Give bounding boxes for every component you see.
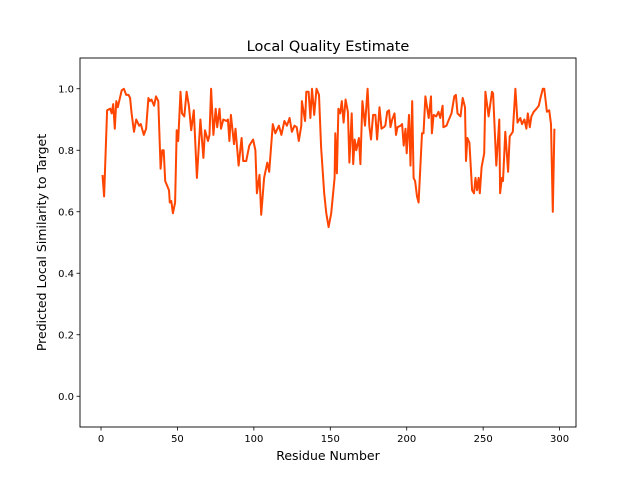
y-tick-label: 0.2 xyxy=(58,330,74,341)
x-tick-label: 150 xyxy=(321,434,340,445)
x-tick-label: 200 xyxy=(397,434,416,445)
y-tick-label: 1.0 xyxy=(58,84,74,95)
x-tick-label: 300 xyxy=(550,434,569,445)
y-axis-ticks: 0.0 0.2 0.4 0.6 0.8 1.0 xyxy=(58,84,80,403)
y-tick-label: 0.0 xyxy=(58,392,74,403)
x-tick-label: 250 xyxy=(474,434,493,445)
y-axis-label: Predicted Local Similarity to Target xyxy=(34,134,49,351)
x-axis-ticks: 0 50 100 150 200 250 300 xyxy=(98,427,569,445)
x-axis-label: Residue Number xyxy=(276,448,380,463)
y-tick-label: 0.8 xyxy=(58,146,74,157)
axes-frame xyxy=(79,57,577,428)
series-line xyxy=(101,87,556,229)
x-tick-label: 100 xyxy=(244,434,263,445)
plot-area xyxy=(101,87,556,229)
x-tick-label: 50 xyxy=(171,434,184,445)
chart-title: Local Quality Estimate xyxy=(247,39,410,55)
x-tick-label: 0 xyxy=(98,434,104,445)
y-tick-label: 0.4 xyxy=(58,269,74,280)
y-tick-label: 0.6 xyxy=(58,207,74,218)
